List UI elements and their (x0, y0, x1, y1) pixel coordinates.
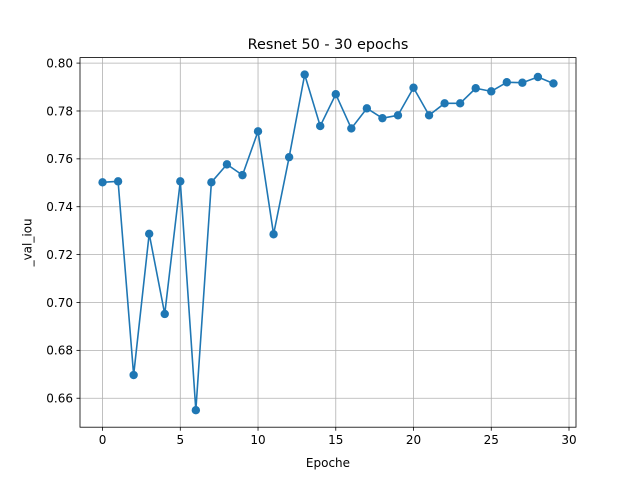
data-point (502, 78, 512, 87)
data-point (238, 170, 247, 180)
data-point (222, 160, 232, 169)
data-point (533, 72, 543, 82)
x-axis-ticks: 0 5 10 15 20 25 30 (99, 427, 577, 447)
y-tick-label: 0.68 (46, 344, 73, 358)
y-tick-label: 0.76 (46, 152, 73, 166)
data-point (160, 309, 169, 319)
y-tick-label: 0.74 (46, 200, 73, 214)
data-point (378, 113, 387, 123)
data-point (409, 83, 418, 92)
data-point (176, 177, 185, 186)
data-point (284, 152, 294, 162)
data-point (300, 70, 309, 79)
data-point (331, 90, 340, 99)
data-point (393, 111, 403, 120)
x-tick-label: 0 (99, 433, 107, 447)
data-point (440, 99, 449, 108)
data-point (487, 87, 496, 96)
y-axis-label: _val_iou (21, 218, 35, 267)
data-point (455, 99, 465, 108)
data-point (113, 177, 123, 186)
plot-frame (79, 57, 577, 428)
data-point (269, 230, 278, 239)
series-val-iou (98, 70, 558, 415)
chart-title: Resnet 50 - 30 epochs (248, 37, 409, 53)
y-tick-label: 0.78 (46, 104, 73, 118)
data-point (347, 124, 356, 133)
data-point (144, 229, 154, 238)
data-point (518, 78, 527, 87)
x-tick-label: 25 (484, 433, 499, 447)
data-point (424, 111, 434, 120)
y-tick-label: 0.72 (46, 248, 73, 262)
data-point (191, 406, 201, 415)
data-point (316, 121, 325, 131)
data-point (362, 104, 372, 113)
x-axis-label: Epoche (306, 456, 350, 470)
data-point (207, 178, 216, 187)
y-tick-label: 0.70 (46, 296, 73, 310)
x-tick-label: 20 (406, 433, 421, 447)
x-tick-label: 5 (176, 433, 184, 447)
data-point (129, 370, 138, 380)
data-point (98, 178, 107, 187)
data-point (253, 127, 263, 136)
y-tick-label: 0.66 (46, 392, 73, 406)
data-point (471, 84, 480, 93)
y-tick-label: 0.80 (46, 56, 73, 70)
y-axis-ticks: 0.66 0.68 0.70 0.72 0.74 0.76 0.78 0.80 (46, 56, 80, 406)
data-point (549, 79, 558, 88)
x-tick-label: 15 (328, 433, 343, 447)
x-tick-label: 30 (561, 433, 576, 447)
x-tick-label: 10 (250, 433, 265, 447)
